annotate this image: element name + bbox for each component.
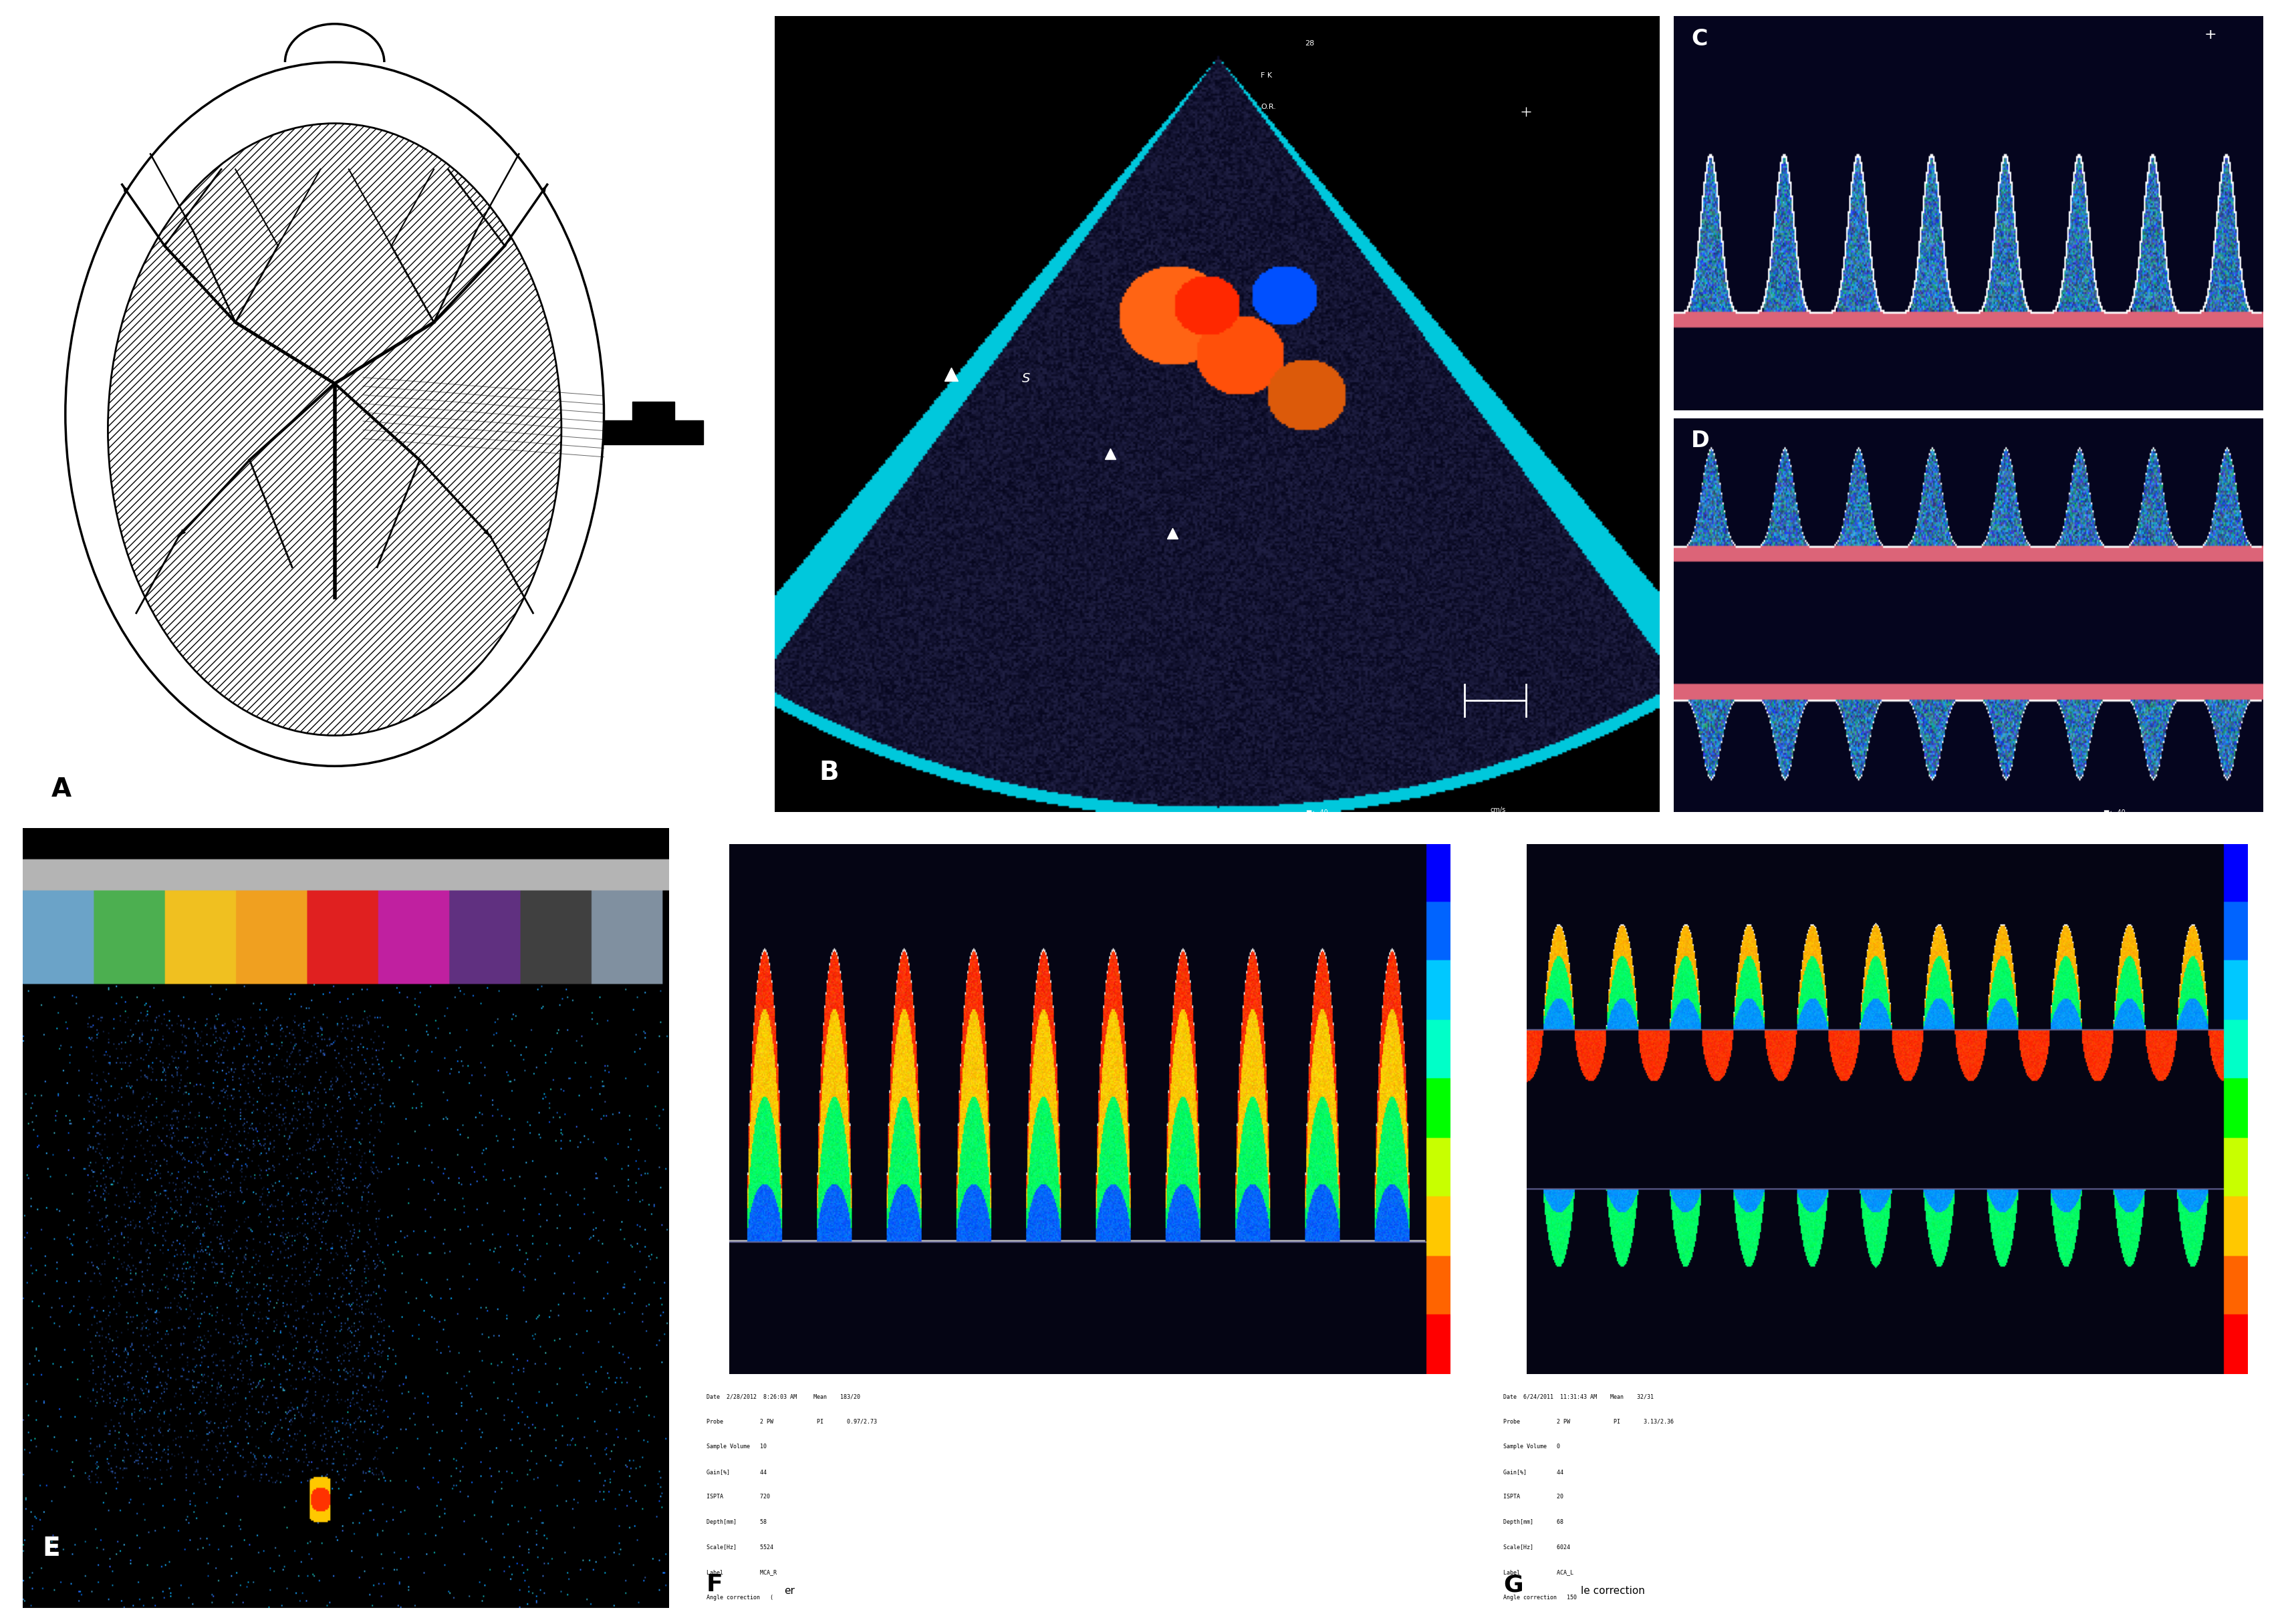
Text: F: F [706,1574,722,1596]
Text: S: S [1022,372,1031,385]
Text: E: E [41,1536,59,1561]
Text: +: + [2204,28,2217,42]
Text: O.R.: O.R. [1262,104,1276,110]
Text: A: A [50,776,71,802]
Text: F K: F K [1262,71,1273,78]
Text: 28: 28 [1305,41,1314,47]
Text: le correction: le correction [1582,1587,1646,1596]
Bar [633,401,674,421]
Ellipse shape [107,123,562,736]
Text: C: C [1692,28,1708,50]
Text: er: er [784,1587,796,1596]
Text: D: D [1692,430,1710,451]
Bar [604,421,704,445]
Text: G: G [1504,1574,1522,1596]
Text: B: B [818,760,839,786]
